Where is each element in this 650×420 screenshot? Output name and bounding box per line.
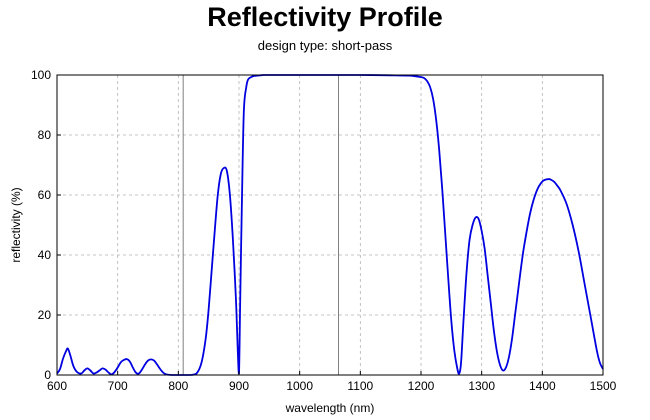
x-axis-label: wavelength (nm): [285, 401, 375, 415]
y-tick-label: 20: [38, 308, 52, 322]
x-tick-label: 1200: [408, 379, 435, 393]
y-axis-label: reflectivity (%): [9, 187, 23, 262]
x-tick-label: 1300: [468, 379, 495, 393]
y-tick-label: 60: [38, 188, 52, 202]
chart-subtitle: design type: short-pass: [257, 38, 393, 53]
y-tick-label: 100: [31, 68, 51, 82]
x-tick-label: 1500: [590, 379, 617, 393]
series-layer: [56, 74, 604, 376]
x-tick-label: 900: [229, 379, 249, 393]
plot-area-frame: [56, 74, 604, 376]
reflectivity-series-line: [56, 74, 604, 376]
y-tick-label: 80: [38, 128, 52, 142]
x-tick-label: 1400: [529, 379, 556, 393]
chart-title: Reflectivity Profile: [207, 2, 443, 32]
y-tick-label: 40: [38, 248, 52, 262]
x-tick-label: 600: [47, 379, 67, 393]
y-tick-label: 0: [44, 368, 51, 382]
reference-lines: [182, 75, 339, 375]
grid-lines: [57, 75, 603, 375]
x-tick-label: 1100: [347, 379, 373, 393]
x-tick-label: 700: [108, 379, 128, 393]
x-tick-label: 800: [168, 379, 188, 393]
axis-ticks: 600 700 800 900 1000 1100 1200 1300 1400 1500 0 20 4…: [31, 68, 617, 393]
x-tick-label: 1000: [286, 379, 313, 393]
